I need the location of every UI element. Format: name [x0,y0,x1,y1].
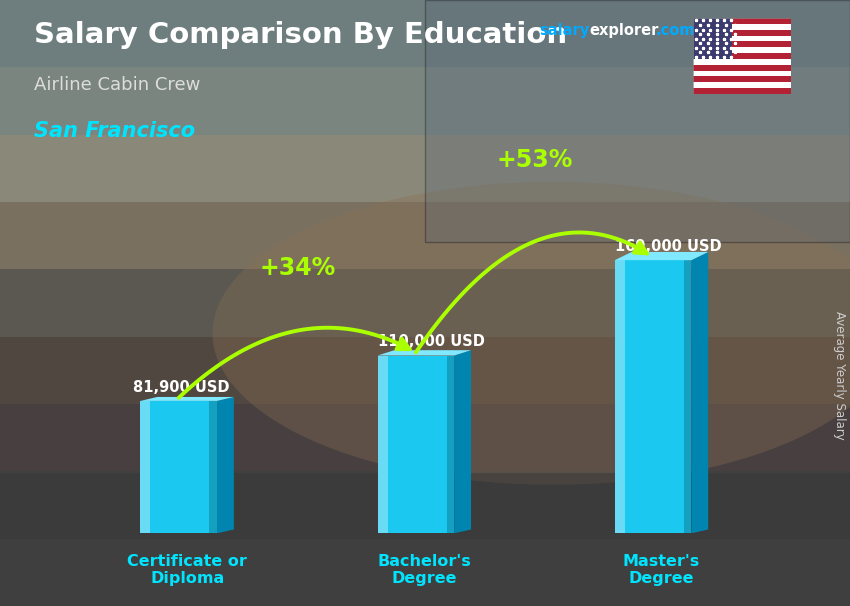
Text: San Francisco: San Francisco [34,121,196,141]
Polygon shape [683,260,691,533]
Polygon shape [615,260,691,533]
Bar [693,53,791,59]
Bar [0,473,850,606]
Bar [693,41,791,47]
Bar [693,88,791,94]
Text: .com: .com [655,23,694,38]
Bar [693,65,791,71]
Polygon shape [140,401,217,533]
Polygon shape [377,356,388,533]
Polygon shape [691,252,708,533]
Text: explorer: explorer [589,23,659,38]
Text: Airline Cabin Crew: Airline Cabin Crew [34,76,201,94]
Polygon shape [377,356,454,533]
Bar [0,471,850,539]
Bar [0,135,850,202]
Bar [0,404,850,471]
Polygon shape [615,260,625,533]
Text: Average Yearly Salary: Average Yearly Salary [833,311,846,440]
FancyBboxPatch shape [425,0,850,242]
Polygon shape [377,350,471,356]
Bar [693,82,791,88]
Bar [693,71,791,76]
Polygon shape [446,356,454,533]
Text: Bachelor's
Degree: Bachelor's Degree [377,554,471,586]
Text: +53%: +53% [496,148,573,172]
Polygon shape [615,252,708,260]
Text: 81,900 USD: 81,900 USD [133,379,230,395]
Text: 110,000 USD: 110,000 USD [377,335,484,349]
Bar [693,59,791,65]
Bar [0,202,850,269]
Text: +34%: +34% [259,256,336,280]
Bar [693,30,791,36]
Polygon shape [140,397,234,401]
Bar [0,67,850,135]
Polygon shape [140,401,150,533]
Text: salary: salary [540,23,590,38]
Text: Certificate or
Diploma: Certificate or Diploma [128,554,247,586]
Bar [0,539,850,606]
Text: 169,000 USD: 169,000 USD [615,239,722,254]
Text: Master's
Degree: Master's Degree [623,554,700,586]
Bar [0,337,850,404]
Bar [693,18,732,59]
Polygon shape [209,401,217,533]
Bar [693,47,791,53]
Bar [0,269,850,337]
Bar [0,0,850,67]
Bar [693,24,791,30]
Text: Salary Comparison By Education: Salary Comparison By Education [34,21,567,49]
Bar [693,76,791,82]
Polygon shape [454,350,471,533]
Ellipse shape [212,182,850,485]
Bar [693,36,791,41]
Bar [693,18,791,24]
Polygon shape [217,397,234,533]
